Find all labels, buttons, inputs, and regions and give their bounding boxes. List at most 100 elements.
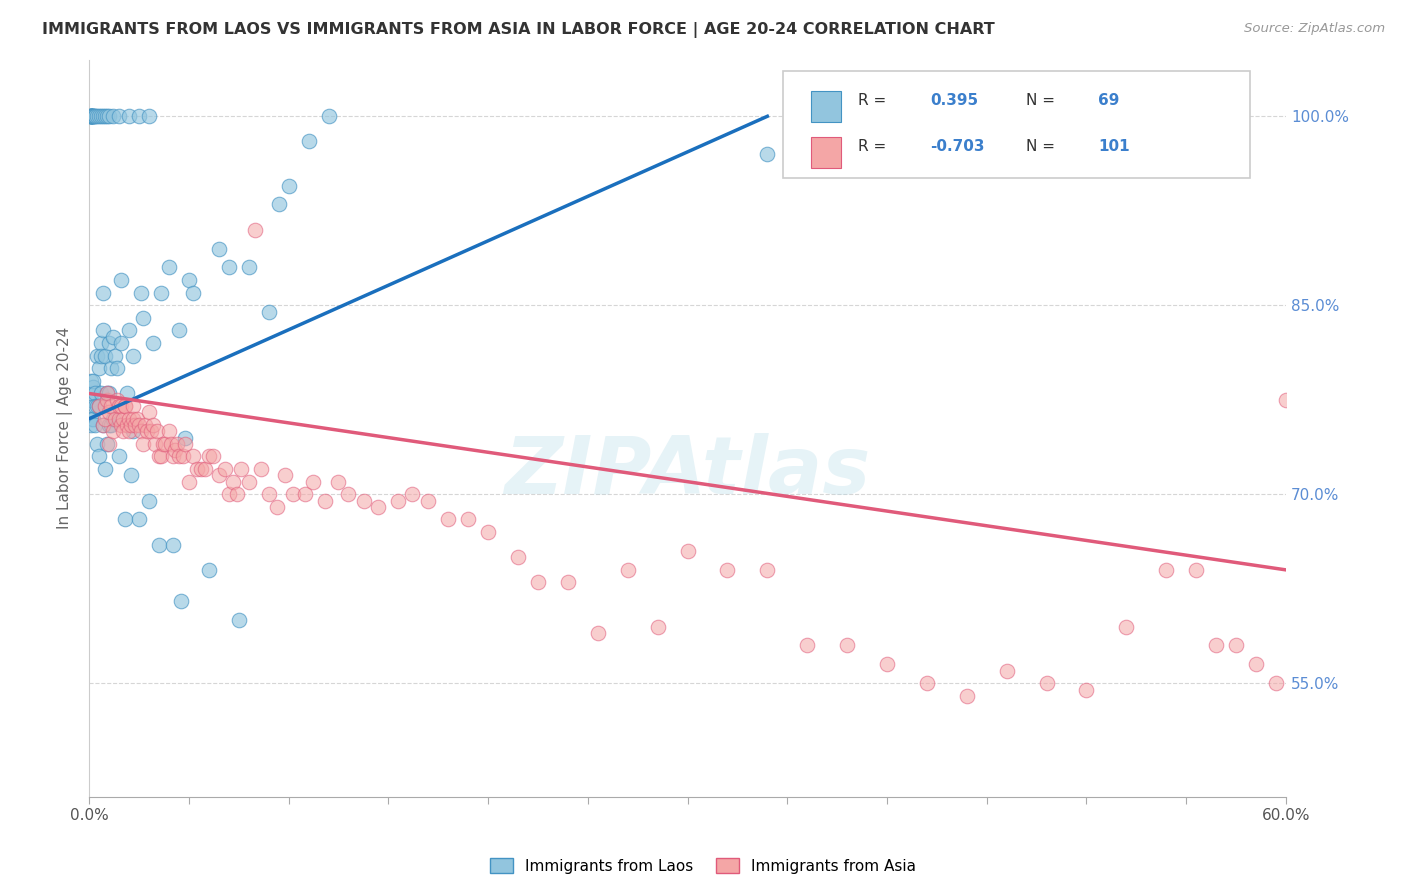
Point <box>98 417 121 432</box>
Point <box>132 310 155 325</box>
Point <box>353 493 375 508</box>
Point <box>218 260 240 275</box>
Point <box>80 417 103 432</box>
Point <box>108 411 131 425</box>
Point <box>90 336 112 351</box>
Point <box>297 135 319 149</box>
Point <box>337 487 360 501</box>
Point <box>153 437 176 451</box>
Point <box>86 399 108 413</box>
Legend: Immigrants from Laos, Immigrants from Asia: Immigrants from Laos, Immigrants from As… <box>484 852 922 880</box>
Point <box>225 487 247 501</box>
Point <box>198 563 221 577</box>
Point <box>100 417 122 432</box>
Point <box>108 109 131 123</box>
Point <box>122 425 145 439</box>
Point <box>90 109 112 123</box>
Point <box>98 386 121 401</box>
Bar <box>811 91 841 122</box>
Point <box>157 260 180 275</box>
Point <box>557 575 579 590</box>
Point <box>98 437 121 451</box>
Point <box>174 437 197 451</box>
Point <box>108 399 131 413</box>
Point <box>82 109 104 123</box>
Point <box>86 437 108 451</box>
Point <box>84 109 107 123</box>
Point <box>101 425 124 439</box>
Point <box>716 563 738 577</box>
Point <box>527 575 550 590</box>
Point <box>80 411 103 425</box>
Point <box>91 324 114 338</box>
Point <box>228 613 250 627</box>
Point <box>118 411 141 425</box>
Point <box>181 450 204 464</box>
Point <box>143 437 166 451</box>
Point <box>105 392 128 407</box>
Point <box>86 349 108 363</box>
Point <box>995 664 1018 678</box>
Point <box>166 437 188 451</box>
Point <box>94 462 117 476</box>
Point <box>238 260 260 275</box>
Text: IMMIGRANTS FROM LAOS VS IMMIGRANTS FROM ASIA IN LABOR FORCE | AGE 20-24 CORRELAT: IMMIGRANTS FROM LAOS VS IMMIGRANTS FROM … <box>42 22 995 38</box>
Point <box>1156 563 1178 577</box>
Point <box>314 493 336 508</box>
Point <box>149 450 172 464</box>
Y-axis label: In Labor Force | Age 20-24: In Labor Force | Age 20-24 <box>58 327 73 529</box>
Point <box>149 285 172 300</box>
Point <box>160 437 183 451</box>
Point <box>132 437 155 451</box>
Point <box>80 386 103 401</box>
Point <box>238 475 260 489</box>
Point <box>152 437 174 451</box>
Point <box>1275 392 1298 407</box>
Point <box>115 386 138 401</box>
Text: N =: N = <box>1026 139 1056 154</box>
Point <box>129 285 152 300</box>
Point <box>148 450 170 464</box>
Text: ZIPAtlas: ZIPAtlas <box>505 434 870 511</box>
Point <box>80 109 103 123</box>
Point <box>80 109 103 123</box>
Point <box>136 425 159 439</box>
Point <box>89 399 111 413</box>
Point <box>418 493 440 508</box>
Point <box>98 109 121 123</box>
Point <box>80 109 103 123</box>
Text: R =: R = <box>858 94 886 108</box>
Text: 69: 69 <box>1098 94 1119 108</box>
Point <box>129 425 152 439</box>
Point <box>218 487 240 501</box>
Point <box>90 349 112 363</box>
Point <box>80 109 103 123</box>
Point <box>86 109 108 123</box>
Point <box>114 512 136 526</box>
Point <box>82 109 104 123</box>
Point <box>114 399 136 413</box>
Point <box>89 450 111 464</box>
Point <box>437 512 460 526</box>
Point <box>1225 639 1247 653</box>
Point <box>80 109 103 123</box>
Point <box>98 336 121 351</box>
Point <box>128 417 150 432</box>
Text: N =: N = <box>1026 94 1056 108</box>
Point <box>301 475 323 489</box>
Point <box>128 512 150 526</box>
Point <box>90 386 112 401</box>
Point <box>167 450 190 464</box>
Point <box>1115 619 1137 633</box>
Point <box>80 109 103 123</box>
Point <box>915 676 938 690</box>
Point <box>387 493 409 508</box>
Point <box>110 417 132 432</box>
Point <box>142 336 165 351</box>
Point <box>177 273 200 287</box>
Text: -0.703: -0.703 <box>931 139 986 154</box>
Point <box>249 462 271 476</box>
Point <box>837 639 859 653</box>
Point <box>118 109 141 123</box>
Point <box>94 349 117 363</box>
